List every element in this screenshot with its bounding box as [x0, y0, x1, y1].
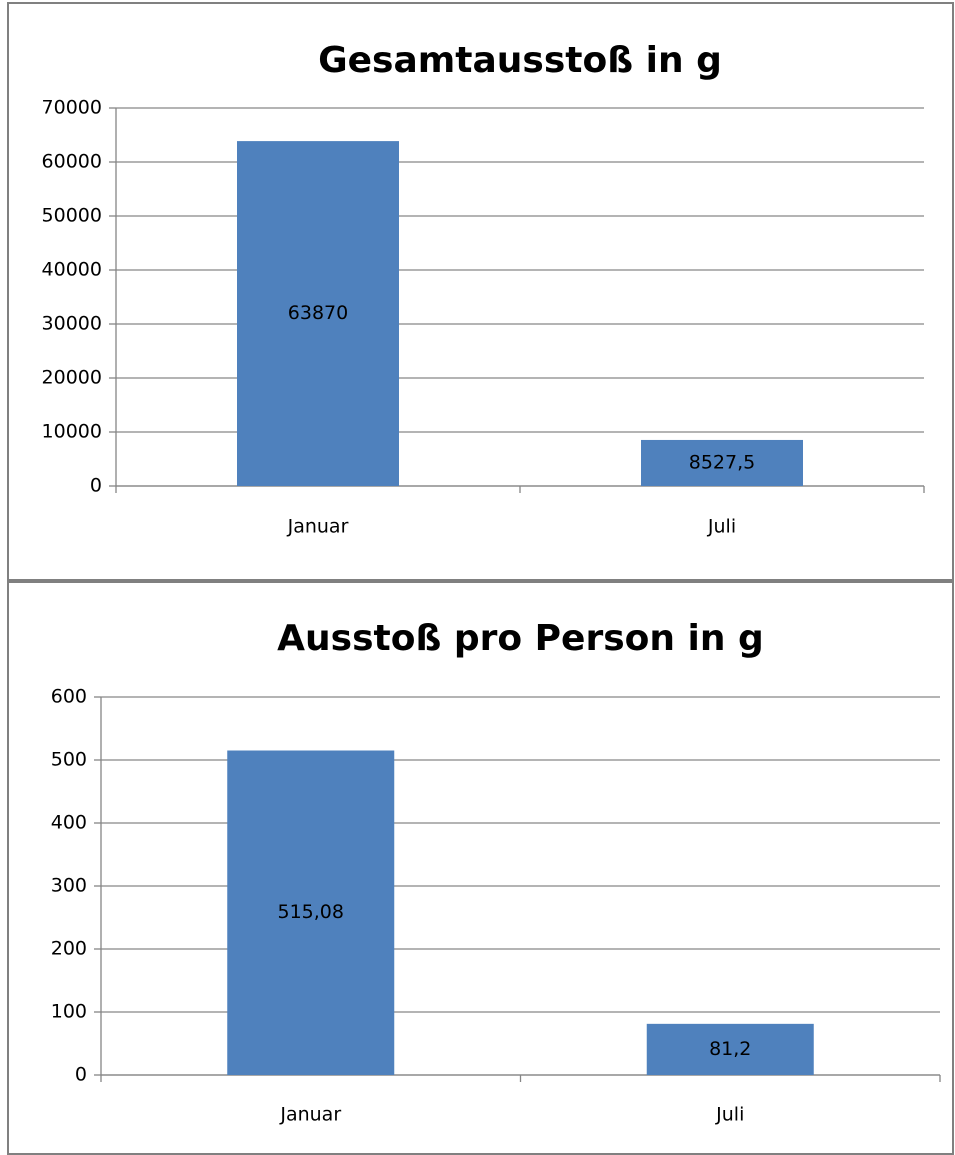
y-tick-label: 40000 [42, 259, 102, 281]
y-tick-label: 500 [51, 749, 87, 771]
y-tick-label: 10000 [42, 421, 102, 443]
x-tick-label: Januar [279, 1104, 341, 1126]
chart-title: Ausstoß pro Person in g [277, 618, 764, 659]
y-tick-label: 50000 [42, 205, 102, 227]
data-label: 515,08 [278, 901, 344, 923]
data-label: 8527,5 [689, 451, 755, 473]
y-tick-label: 30000 [42, 313, 102, 335]
y-tick-label: 70000 [42, 97, 102, 119]
y-tick-label: 200 [51, 938, 87, 960]
data-label: 81,2 [709, 1038, 751, 1060]
bar [227, 750, 395, 1075]
y-tick-label: 300 [51, 875, 87, 897]
x-tick-label: Juli [715, 1104, 744, 1126]
bar [237, 141, 399, 487]
x-tick-label: Juli [707, 516, 736, 538]
y-tick-label: 0 [75, 1064, 87, 1086]
x-tick-label: Januar [287, 516, 349, 538]
chart-frame [7, 2, 954, 581]
y-tick-label: 0 [90, 475, 102, 497]
y-tick-label: 600 [51, 686, 87, 708]
y-tick-label: 60000 [42, 151, 102, 173]
y-tick-label: 400 [51, 812, 87, 834]
bar [646, 1023, 814, 1075]
y-tick-label: 20000 [42, 367, 102, 389]
bar [641, 439, 803, 486]
data-label: 63870 [288, 302, 348, 324]
chart-title: Gesamtausstoß in g [318, 40, 722, 81]
y-tick-label: 100 [51, 1001, 87, 1023]
